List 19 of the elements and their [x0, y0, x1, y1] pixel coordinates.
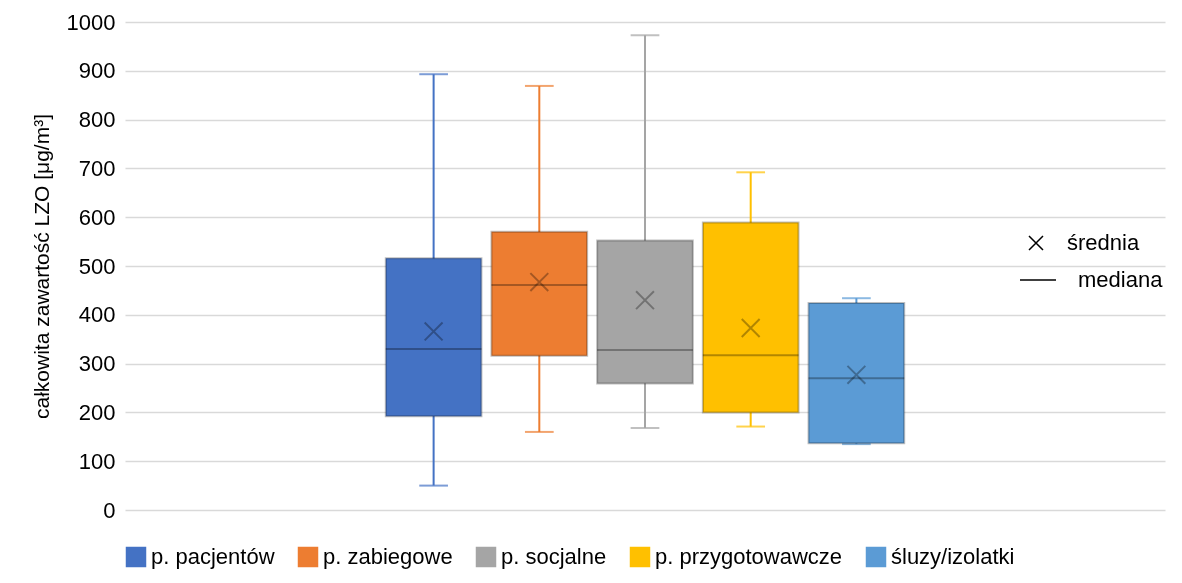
legend-label: p. socjalne — [501, 544, 607, 569]
legend-label: p. zabiegowe — [323, 544, 453, 569]
y-tick-label: 100 — [78, 448, 116, 474]
y-tick-label: 200 — [78, 399, 116, 425]
annotation: średnia — [1067, 230, 1140, 256]
y-tick-label: 1000 — [66, 9, 116, 35]
y-tick-label: 500 — [78, 253, 116, 279]
y-axis-title: całkowita zawartość LZO [μg/m³] — [29, 113, 53, 420]
legend-label: p. pacjentów — [151, 544, 275, 569]
y-tick-label: 800 — [78, 107, 116, 133]
y-tick-label: 900 — [78, 58, 116, 84]
legend-label: p. przygotowawcze — [655, 544, 843, 569]
y-tick-label: 400 — [78, 302, 116, 328]
y-tick-label: 0 — [103, 497, 116, 523]
annotation: mediana — [1078, 267, 1163, 293]
y-tick-label: 600 — [78, 204, 116, 230]
legend-label: śluzy/izolatki — [891, 544, 1015, 569]
y-tick-label: 300 — [78, 351, 116, 377]
y-tick-label: 700 — [78, 155, 116, 181]
